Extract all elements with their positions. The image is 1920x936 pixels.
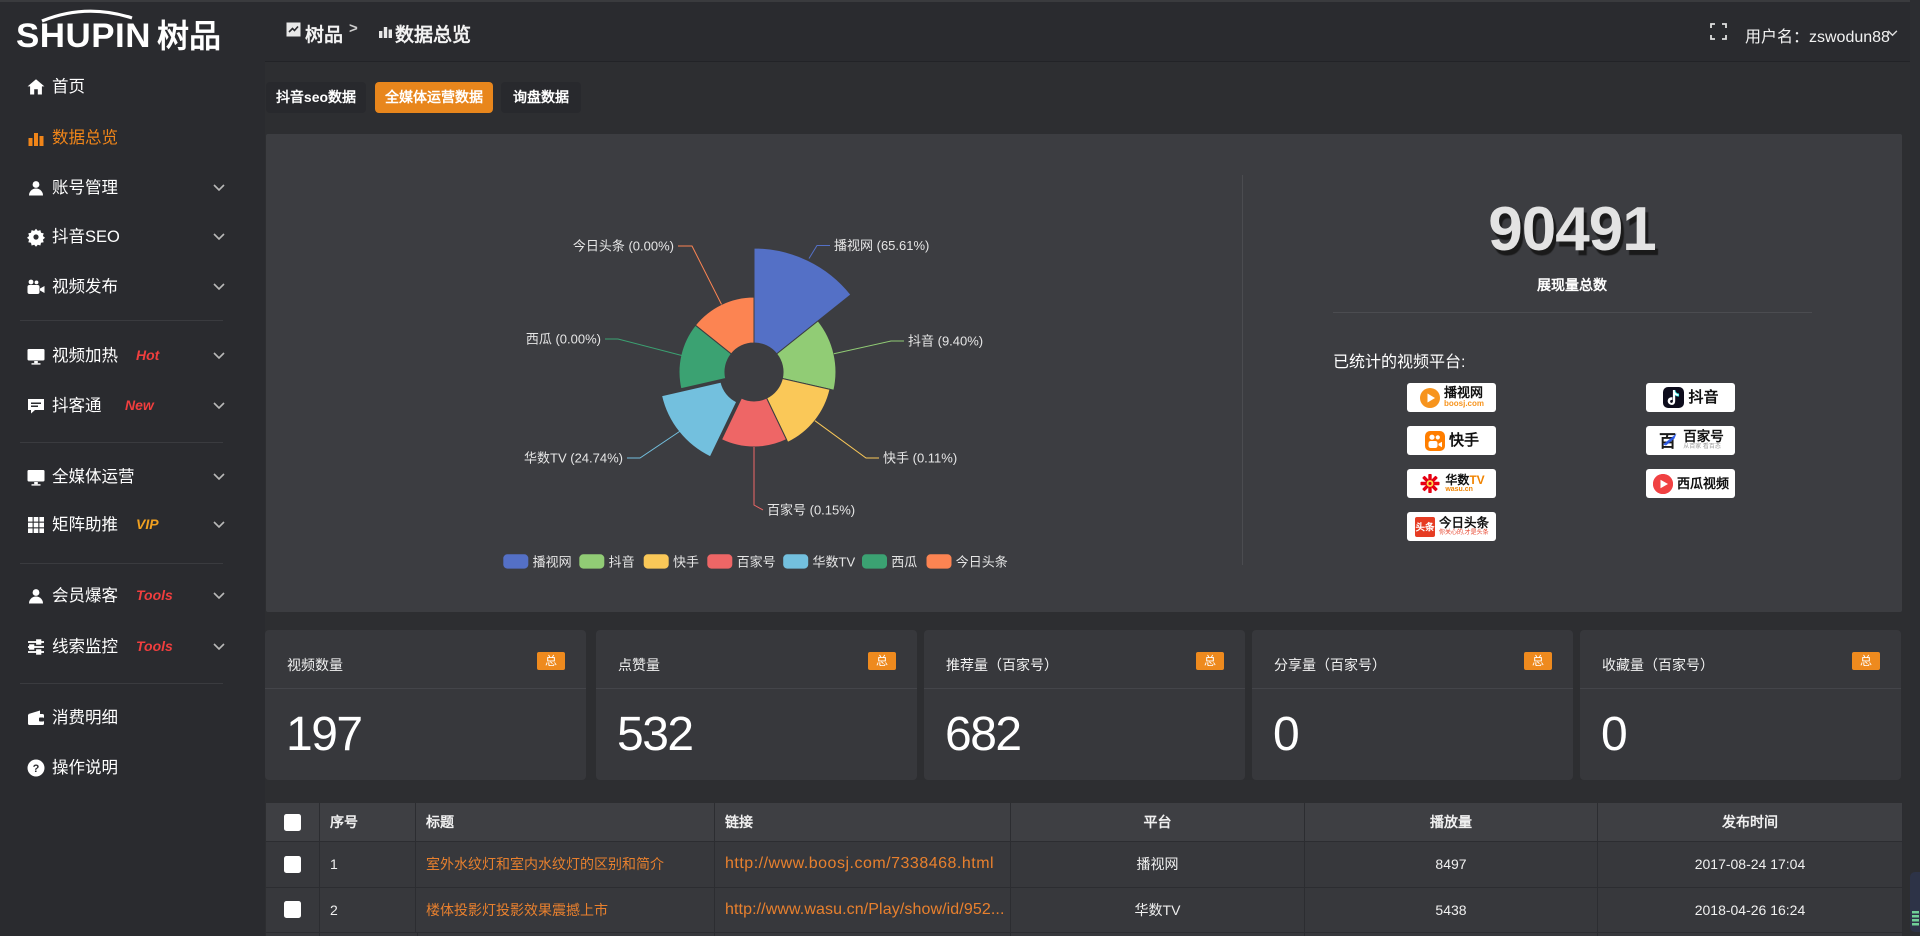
svg-text:西瓜 (0.00%): 西瓜 (0.00%) — [526, 332, 601, 347]
svg-text:快手 (0.11%): 快手 (0.11%) — [883, 451, 957, 466]
svg-text:头条: 头条 — [1415, 521, 1435, 533]
svg-text:SHUPIN: SHUPIN — [16, 17, 151, 55]
svg-text:今日头条: 今日头条 — [956, 554, 1008, 569]
svg-text:树品: 树品 — [157, 18, 221, 54]
svg-text:百家号: 百家号 — [737, 554, 776, 569]
svg-text:抖音: 抖音 — [609, 554, 635, 569]
svg-text:抖音 (9.40%): 抖音 (9.40%) — [908, 334, 983, 349]
svg-text:今日头条 (0.00%): 今日头条 (0.00%) — [573, 239, 674, 254]
svg-text:百家号 (0.15%): 百家号 (0.15%) — [767, 503, 855, 518]
svg-text:?: ? — [33, 763, 40, 775]
svg-text:快手: 快手 — [673, 554, 699, 569]
svg-text:播视网: 播视网 — [533, 554, 572, 569]
svg-text:华数TV: 华数TV — [813, 554, 856, 569]
svg-text:播视网 (65.61%): 播视网 (65.61%) — [834, 238, 929, 253]
svg-text:华数TV (24.74%): 华数TV (24.74%) — [524, 451, 623, 466]
svg-text:西瓜: 西瓜 — [891, 554, 917, 569]
